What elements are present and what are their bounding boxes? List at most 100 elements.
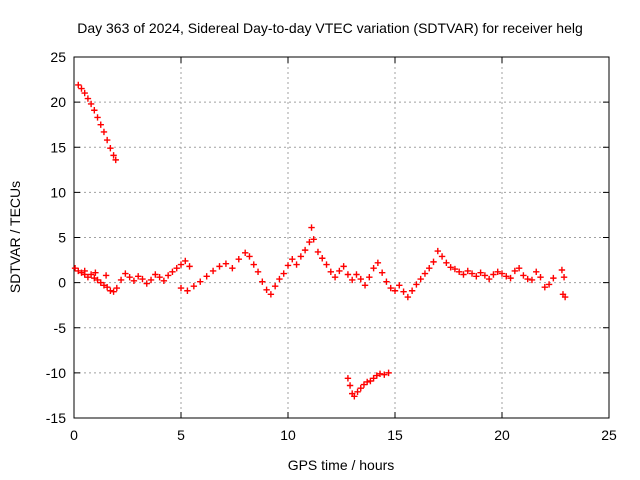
data-point [373, 372, 381, 379]
data-point [280, 270, 287, 277]
data-point [250, 261, 257, 268]
data-point [246, 253, 253, 260]
data-point [528, 276, 536, 284]
data-points-layer [71, 81, 569, 400]
y-axis-label: SDTVAR / TECUs [7, 181, 23, 293]
data-point [267, 291, 275, 298]
data-point [152, 271, 159, 278]
y-tick-label: 25 [50, 49, 66, 65]
x-tick-label: 5 [177, 427, 185, 443]
y-tick-label: -5 [54, 320, 67, 336]
data-point [222, 260, 230, 267]
data-point [524, 275, 531, 283]
data-point [319, 255, 326, 262]
data-point [113, 284, 120, 292]
data-point [143, 280, 150, 287]
data-point [511, 267, 519, 275]
data-point [430, 258, 437, 266]
y-tick-label: 10 [50, 184, 66, 200]
data-point [323, 261, 330, 268]
data-point [408, 287, 416, 294]
data-point [100, 282, 108, 289]
x-tick-label: 10 [280, 427, 296, 443]
data-point [400, 288, 407, 295]
data-point [97, 121, 104, 128]
data-point [92, 269, 99, 276]
data-point [387, 284, 394, 292]
data-point [126, 274, 133, 281]
data-point [91, 274, 98, 282]
data-point [396, 282, 403, 289]
data-point [110, 288, 117, 295]
data-point [451, 265, 459, 273]
data-point [107, 144, 114, 152]
data-point [75, 267, 82, 275]
data-point [515, 264, 523, 272]
data-point [100, 128, 108, 136]
data-point [378, 269, 386, 276]
data-point [216, 263, 223, 270]
data-point [263, 286, 270, 294]
data-point [117, 276, 125, 284]
data-point [357, 385, 364, 392]
y-tick-label: -15 [46, 410, 66, 426]
data-point [560, 274, 568, 281]
data-point [376, 370, 384, 377]
data-point [314, 248, 322, 256]
data-point [203, 273, 210, 280]
data-point [160, 277, 168, 285]
x-tick-label: 0 [70, 427, 78, 443]
data-point [259, 278, 266, 285]
data-point [173, 264, 180, 272]
x-tick-label: 20 [494, 427, 510, 443]
series-main-cluster [71, 224, 569, 301]
chart-title: Day 363 of 2024, Sidereal Day-to-day VTE… [77, 20, 583, 36]
data-point [235, 255, 242, 263]
data-point [331, 274, 339, 281]
data-point [94, 276, 101, 284]
data-point [391, 287, 399, 294]
data-point [186, 263, 193, 270]
y-tick-label: 20 [50, 94, 66, 110]
data-point [351, 393, 358, 400]
x-tick-label: 15 [387, 427, 403, 443]
data-point [81, 267, 88, 275]
data-point [363, 378, 371, 386]
data-point [71, 264, 79, 272]
data-point [367, 377, 374, 385]
data-point [84, 95, 92, 102]
data-point [84, 274, 92, 281]
data-point [383, 278, 390, 285]
data-point [310, 236, 317, 243]
data-point [182, 257, 189, 265]
data-point [447, 264, 454, 271]
y-tick-label: 15 [50, 139, 66, 155]
data-point [169, 268, 176, 275]
data-point [229, 264, 236, 272]
data-point [366, 274, 373, 281]
data-point [297, 253, 305, 260]
y-tick-label: 5 [58, 230, 66, 246]
data-point [91, 107, 98, 114]
y-tick-label: -10 [46, 365, 66, 381]
data-point [374, 259, 382, 266]
data-point [177, 261, 185, 268]
data-point [139, 275, 146, 283]
data-point [490, 271, 497, 278]
data-point [94, 114, 101, 121]
data-point [426, 264, 433, 272]
data-point [346, 382, 354, 389]
data-point [537, 274, 544, 281]
data-point [301, 246, 309, 254]
data-point [110, 152, 117, 159]
data-point [284, 262, 292, 269]
data-point [164, 272, 172, 279]
data-point [353, 271, 360, 278]
data-point [103, 136, 111, 144]
data-point [494, 268, 501, 275]
data-point [87, 271, 95, 278]
data-point [550, 274, 557, 282]
data-point [87, 100, 95, 108]
